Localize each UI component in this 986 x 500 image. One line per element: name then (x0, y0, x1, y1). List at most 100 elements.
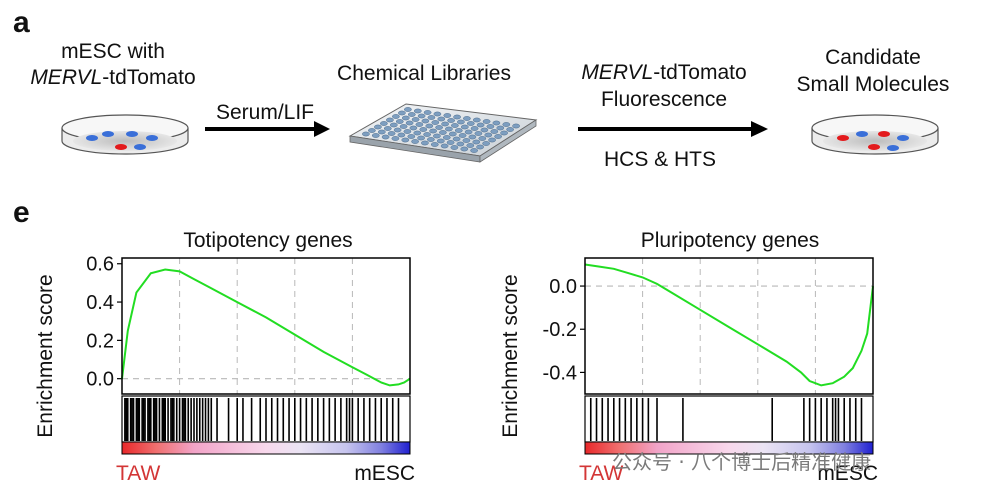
well-dot (442, 135, 451, 140)
y-tick-label: 0.0 (549, 276, 577, 298)
step3-line1: Candidate (825, 46, 921, 69)
well-dot (480, 127, 489, 133)
enrichment-score-line (121, 268, 411, 387)
well-dot (490, 129, 499, 134)
well-dot (362, 131, 370, 137)
well-dot (452, 136, 461, 142)
well-dot (407, 134, 416, 139)
arrow2-top-line1: MERVL-tdTomato (581, 61, 746, 84)
y-tick-label: 0.6 (86, 254, 114, 276)
well-dot (439, 130, 447, 135)
plot-frame (121, 257, 411, 395)
well-dot (476, 122, 485, 128)
well-dot (387, 131, 396, 136)
well-dot (492, 120, 501, 126)
well-dot (460, 146, 469, 152)
well-dot (389, 122, 398, 128)
well-dot (401, 115, 410, 121)
well-dot (466, 143, 475, 148)
well-dot (488, 137, 496, 143)
gsea-chart-pluripotency: Pluripotency genes Enrichment score 0.0 -0.… (499, 229, 878, 485)
well-dot (476, 144, 484, 150)
well-dot (368, 128, 376, 133)
plot-frame (584, 257, 874, 395)
well-dot (381, 134, 390, 140)
arrow1-label: Serum/LIF (216, 101, 314, 124)
well-dot (474, 131, 483, 136)
cell-dots (837, 131, 909, 151)
panel-a-letter: a (13, 6, 30, 39)
well-dot (482, 141, 490, 146)
well-dot (409, 125, 418, 131)
y-tick-label: 0.0 (86, 369, 114, 391)
well-dot (419, 127, 428, 132)
well-dot (404, 107, 412, 112)
well-dot (496, 125, 505, 131)
well-dot (462, 138, 471, 143)
well-dot (397, 132, 406, 138)
well-dot (430, 142, 439, 147)
well-dot (458, 133, 467, 138)
y-tick-label: -0.2 (543, 319, 577, 341)
well-dot (374, 124, 382, 130)
well-dot (463, 116, 471, 121)
well-dot (441, 121, 449, 127)
well-dot (407, 112, 416, 117)
well-dot (512, 123, 520, 129)
y-tick-label: 0.2 (86, 330, 114, 352)
well-dot (478, 136, 487, 141)
watermark-text: 公众号 · 八个博士后精准健康 (612, 450, 871, 474)
well-dot (437, 116, 446, 122)
well-dot (448, 131, 457, 137)
well-dot (482, 119, 491, 124)
step2-label: Chemical Libraries (337, 62, 511, 85)
well-dot (403, 129, 412, 134)
well-dot (413, 108, 422, 114)
well-dot (431, 120, 440, 125)
y-axis-label: Enrichment score (499, 274, 522, 437)
well-dot (405, 120, 414, 126)
y-tick-label: 0.4 (86, 292, 114, 314)
well-dot (423, 132, 431, 137)
x-right-label: mESC (354, 462, 415, 485)
well-dot (494, 134, 502, 139)
well-dot (411, 139, 419, 144)
well-dot (470, 148, 478, 153)
well-dot (500, 130, 508, 136)
step1-line2: MERVL-tdTomato (30, 66, 195, 89)
well-dot (446, 140, 455, 145)
well-dot (383, 126, 392, 131)
step3-line2: Small Molecules (797, 73, 950, 96)
x-left-label: TAW (116, 462, 160, 485)
well-dot (484, 132, 493, 138)
petri-dish-mesc (61, 114, 189, 155)
well-dot (502, 122, 511, 127)
well-dot (421, 118, 430, 124)
well-dot (395, 119, 404, 124)
well-dot (468, 134, 477, 140)
enrichment-score-line (584, 263, 874, 387)
well-dot (392, 114, 400, 119)
well-dot (435, 125, 443, 130)
well-dot (417, 135, 425, 141)
well-dot (464, 129, 473, 135)
well-dot (454, 128, 463, 133)
x-left-label: TAW (579, 462, 623, 485)
y-tick-label: -0.4 (543, 362, 577, 384)
well-dot (447, 118, 455, 123)
well-dot (436, 138, 445, 144)
well-dot (393, 127, 402, 133)
well-dot (425, 123, 434, 129)
well-dot (399, 124, 408, 129)
well-dot (472, 117, 481, 123)
arrow2-bottom: HCS & HTS (604, 148, 716, 171)
well-dot (451, 123, 459, 128)
well-plate-icon (348, 103, 538, 163)
well-dot (423, 110, 432, 115)
well-dot (417, 113, 426, 119)
well-dot (429, 128, 437, 134)
gsea-chart-totipotency: Totipotency genes Enrichment score 0.6 0.4 0… (34, 229, 415, 485)
well-dot (433, 111, 442, 117)
rank-gradient-bar (121, 441, 411, 455)
well-dot (472, 139, 481, 145)
